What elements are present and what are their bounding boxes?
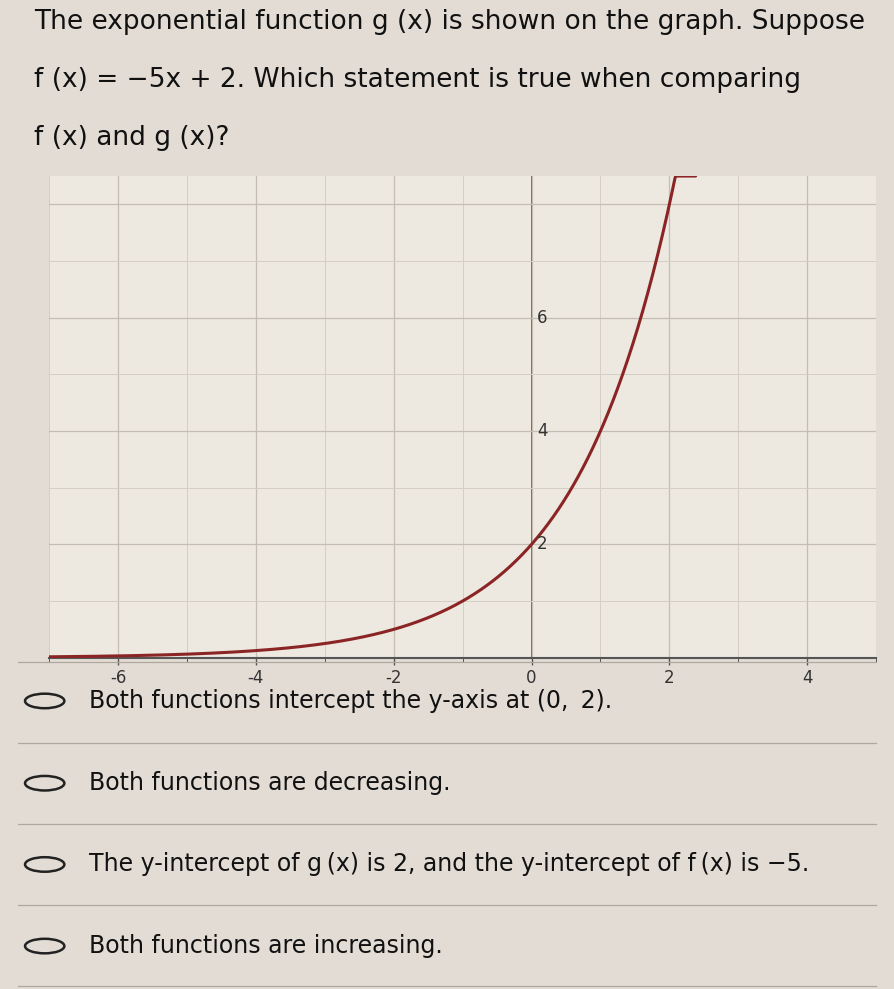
Text: 6: 6 [537,309,547,326]
Text: The y-intercept of g (x) is 2, and the y-intercept of f (x) is −5.: The y-intercept of g (x) is 2, and the y… [89,853,810,876]
Text: Both functions are increasing.: Both functions are increasing. [89,934,443,958]
Text: The exponential function g (x) is shown on the graph. Suppose: The exponential function g (x) is shown … [34,9,865,35]
Text: 4: 4 [537,422,547,440]
Text: f (x) and g (x)?: f (x) and g (x)? [34,125,230,151]
Text: 2: 2 [537,535,548,554]
Text: Both functions are decreasing.: Both functions are decreasing. [89,771,451,795]
Text: Both functions intercept the y-axis at (0,  2).: Both functions intercept the y-axis at (… [89,689,612,713]
Text: f (x) = −5x + 2. Which statement is true when comparing: f (x) = −5x + 2. Which statement is true… [34,67,801,93]
